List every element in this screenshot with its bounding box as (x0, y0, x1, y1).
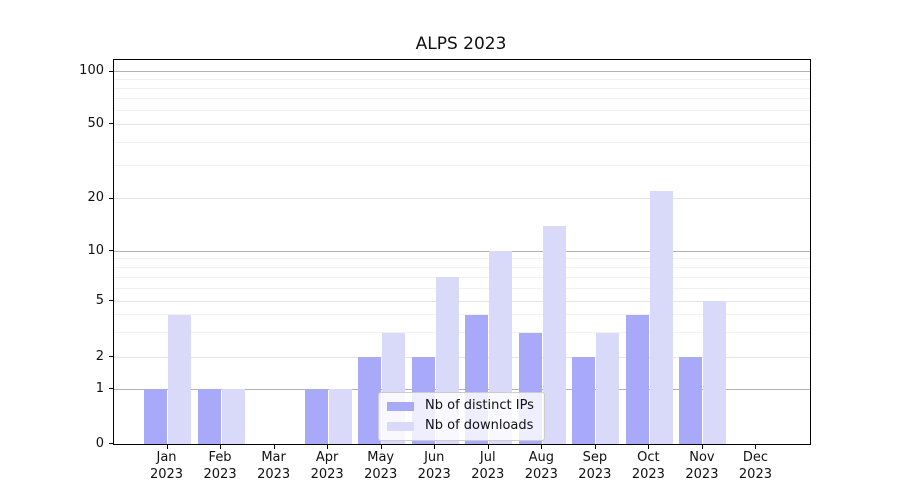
minor-gridline-8 (114, 266, 810, 268)
minor-gridline-70 (114, 98, 810, 100)
ytick-label-50: 50 (87, 115, 104, 131)
xtick-mark-nov (701, 444, 703, 449)
bar-downloads-nov (703, 301, 727, 444)
minor-gridline-7 (114, 276, 810, 278)
bar-downloads-feb (221, 389, 245, 444)
bar-downloads-apr (328, 389, 352, 444)
bar-downloads-sep (596, 332, 620, 444)
minor-gridline-4 (114, 314, 810, 316)
minor-gridline-6 (114, 287, 810, 289)
legend-row-distinct-ips: Nb of distinct IPs (379, 397, 544, 415)
bar-downloads-jan (168, 314, 192, 444)
xtick-label-mar: Mar 2023 (257, 450, 291, 482)
ytick-label-20: 20 (87, 190, 104, 206)
minor-gridline-60 (114, 110, 810, 112)
minor-gridline-90 (114, 79, 810, 81)
bar-distinct-ips-oct (625, 314, 649, 444)
xtick-label-may: May 2023 (364, 450, 398, 482)
ytick-mark-20 (109, 197, 114, 199)
bar-distinct-ips-nov (679, 357, 703, 444)
ytick-mark-0 (109, 443, 114, 444)
ytick-label-5: 5 (95, 292, 104, 308)
ytick-label-0: 0 (95, 435, 104, 451)
minor-gridline-80 (114, 88, 810, 90)
xtick-label-feb: Feb 2023 (203, 450, 237, 482)
xtick-mark-jan (166, 444, 168, 449)
xtick-mark-feb (220, 444, 222, 449)
xtick-label-jul: Jul 2023 (471, 450, 505, 482)
xtick-label-oct: Oct 2023 (631, 450, 665, 482)
xtick-mark-dec (755, 444, 757, 449)
xtick-label-aug: Aug 2023 (524, 450, 558, 482)
bar-distinct-ips-jan (144, 389, 168, 444)
xtick-label-sep: Sep 2023 (578, 450, 612, 482)
xtick-mark-jul (487, 444, 489, 449)
gridline-50 (114, 123, 810, 125)
legend-label-downloads: Nb of downloads (425, 418, 534, 433)
gridline-2 (114, 356, 810, 358)
xtick-mark-aug (541, 444, 543, 449)
xtick-mark-mar (273, 444, 275, 449)
major-gridline-1 (114, 388, 810, 390)
xtick-label-dec: Dec 2023 (738, 450, 772, 482)
legend-label-distinct-ips: Nb of distinct IPs (425, 398, 534, 413)
xtick-mark-jun (434, 444, 436, 449)
major-gridline-10 (114, 250, 810, 252)
gridline-20 (114, 198, 810, 200)
minor-gridline-40 (114, 142, 810, 144)
ytick-mark-2 (109, 356, 114, 358)
xtick-mark-apr (327, 444, 329, 449)
legend-swatch-downloads (387, 422, 414, 431)
ytick-label-100: 100 (79, 63, 104, 79)
ytick-label-2: 2 (95, 348, 104, 364)
xtick-label-jan: Jan 2023 (149, 450, 184, 482)
bar-distinct-ips-sep (572, 357, 596, 444)
bar-downloads-oct (649, 191, 673, 444)
ytick-mark-100 (109, 70, 114, 72)
xtick-mark-oct (648, 444, 650, 449)
legend: Nb of distinct IPs Nb of downloads (378, 392, 545, 441)
xtick-label-apr: Apr 2023 (310, 450, 344, 482)
legend-row-downloads: Nb of downloads (379, 417, 544, 435)
ytick-mark-10 (109, 250, 114, 252)
ytick-mark-5 (109, 300, 114, 302)
ytick-label-10: 10 (87, 242, 104, 258)
xtick-mark-sep (594, 444, 596, 449)
ytick-mark-50 (109, 123, 114, 125)
minor-gridline-3 (114, 332, 810, 334)
xtick-label-nov: Nov 2023 (685, 450, 719, 482)
chart-title: ALPS 2023 (415, 34, 507, 54)
bar-distinct-ips-may (358, 357, 382, 444)
ytick-label-1: 1 (95, 380, 104, 396)
minor-gridline-9 (114, 258, 810, 260)
xtick-label-jun: Jun 2023 (417, 450, 451, 482)
xtick-mark-may (380, 444, 382, 449)
major-gridline-100 (114, 71, 810, 73)
gridline-5 (114, 300, 810, 302)
minor-gridline-30 (114, 165, 810, 167)
plot-area (113, 59, 811, 445)
bar-downloads-aug (542, 225, 566, 444)
ytick-mark-1 (109, 388, 114, 390)
bar-distinct-ips-apr (304, 389, 328, 444)
bar-distinct-ips-feb (197, 389, 221, 444)
legend-swatch-distinct-ips (387, 402, 414, 411)
